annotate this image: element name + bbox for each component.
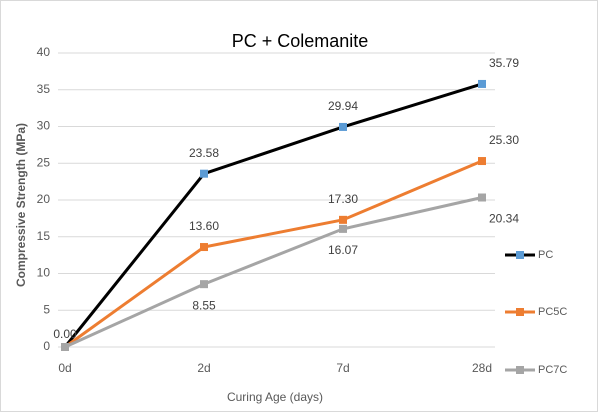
y-tick-label: 40 bbox=[37, 45, 51, 59]
data-label: 29.94 bbox=[328, 99, 358, 113]
x-tick-label: 2d bbox=[197, 361, 210, 375]
marker bbox=[478, 193, 486, 202]
data-label: 23.58 bbox=[189, 146, 219, 160]
y-tick-label: 15 bbox=[37, 229, 51, 243]
marker bbox=[339, 215, 347, 224]
chart-title: PC + Colemanite bbox=[232, 31, 369, 51]
y-tick-label: 0 bbox=[43, 339, 50, 353]
legend-label: PC bbox=[538, 249, 553, 261]
marker bbox=[61, 343, 69, 351]
y-tick-label: 5 bbox=[43, 302, 50, 316]
x-tick-label: 0d bbox=[58, 361, 71, 375]
legend-label: PC5C bbox=[538, 306, 567, 318]
data-label: 8.55 bbox=[192, 298, 216, 312]
legend-marker bbox=[516, 366, 524, 374]
legend-label: PC7C bbox=[538, 364, 567, 376]
data-label: 35.79 bbox=[489, 56, 519, 70]
x-tick-label: 7d bbox=[336, 361, 349, 375]
y-axis-label: Compressive Strength (MPa) bbox=[14, 123, 28, 287]
marker bbox=[478, 157, 486, 166]
marker bbox=[200, 169, 208, 178]
legend-marker bbox=[516, 251, 524, 259]
x-tick-label: 28d bbox=[472, 361, 492, 375]
y-tick-label: 35 bbox=[37, 82, 51, 96]
marker bbox=[478, 79, 486, 88]
legend-marker bbox=[516, 308, 524, 316]
marker bbox=[200, 243, 208, 252]
data-label: 25.30 bbox=[489, 133, 519, 147]
data-label: 16.07 bbox=[328, 243, 358, 257]
series-line bbox=[63, 82, 483, 348]
data-label: 13.60 bbox=[189, 219, 219, 233]
data-label: 20.34 bbox=[489, 212, 519, 226]
y-tick-label: 20 bbox=[37, 192, 51, 206]
marker bbox=[339, 224, 347, 233]
y-tick-label: 30 bbox=[37, 119, 51, 133]
y-tick-label: 25 bbox=[37, 155, 51, 169]
series-line bbox=[64, 196, 483, 349]
marker bbox=[339, 122, 347, 131]
data-label: 0.00 bbox=[53, 327, 77, 341]
series-line bbox=[64, 159, 483, 349]
y-tick-label: 10 bbox=[37, 266, 51, 280]
marker bbox=[200, 280, 208, 289]
data-label: 17.30 bbox=[328, 192, 358, 206]
x-axis-label: Curing Age (days) bbox=[227, 390, 323, 404]
